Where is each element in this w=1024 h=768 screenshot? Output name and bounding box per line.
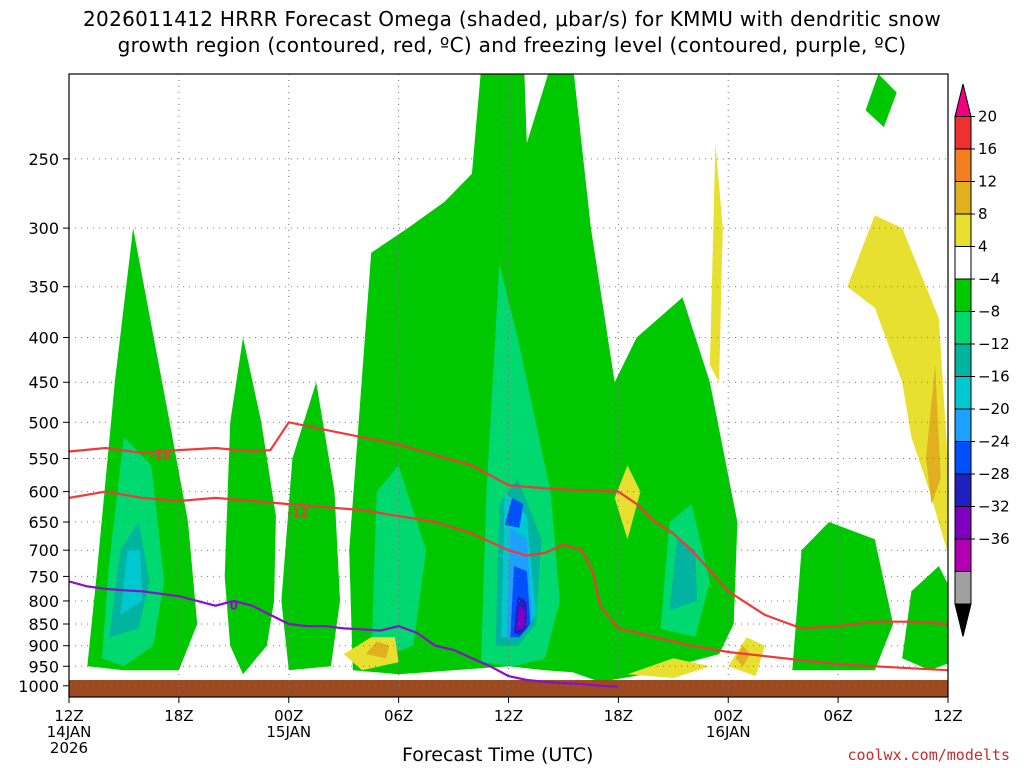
colorbar-label-0: 20	[978, 108, 997, 126]
colorbar-bin-13	[954, 506, 972, 540]
omega-region-2	[281, 382, 340, 671]
colorbar-bin-9	[954, 376, 972, 410]
x-tick-date-2: 15JAN	[266, 723, 311, 741]
x-tick-label-2: 00Z	[274, 707, 303, 725]
x-tick-label-4: 12Z	[494, 707, 523, 725]
colorbar-label-1: 16	[978, 140, 997, 158]
y-tick-label-1000: 1000	[18, 677, 59, 696]
title-line-2: growth region (contoured, red, ºC) and f…	[117, 33, 907, 57]
omega-region-19	[515, 605, 525, 631]
colorbar: 20 16 12 8 4 −4 −8 −12 −16 −20 −24 −28 −32 −36	[954, 83, 1010, 637]
omega-region-29	[926, 365, 941, 505]
colorbar-label-6: −8	[978, 303, 1000, 321]
x-tick-date-0: 14JAN	[47, 723, 92, 741]
omega-region-28	[735, 645, 751, 667]
colorbar-bin-11	[954, 441, 972, 475]
y-tick-label-400: 400	[28, 328, 59, 347]
colorbar-bin-1	[954, 116, 972, 150]
contour-label--12: -12	[287, 506, 309, 520]
x-tick-label-0: 12Z	[54, 707, 83, 725]
omega-region-14	[120, 550, 143, 615]
colorbar-label-8: −16	[978, 368, 1010, 386]
colorbar-bin-7	[954, 311, 972, 345]
x-tick-label-7: 06Z	[823, 707, 852, 725]
x-tick-year-0: 2026	[50, 739, 88, 757]
chart-title: 2026011412 HRRR Forecast Omega (shaded, …	[0, 6, 1024, 58]
omega-region-3	[349, 74, 738, 682]
y-tick-label-650: 650	[28, 513, 59, 532]
colorbar-bin-15	[954, 571, 972, 605]
colorbar-label-2: 12	[978, 173, 997, 191]
contour-lines: -18 -12 0	[69, 421, 948, 688]
x-axis-label: Forecast Time (UTC)	[402, 744, 594, 766]
grid-lines	[68, 74, 949, 697]
omega-region-1	[224, 337, 276, 675]
colorbar-label-3: 8	[978, 205, 988, 223]
y-tick-label-600: 600	[28, 483, 59, 502]
colorbar-bin-2	[954, 148, 972, 182]
contour-label-0: 0	[230, 599, 238, 613]
title-line-1: 2026011412 HRRR Forecast Omega (shaded, …	[83, 7, 941, 31]
colorbar-label-10: −24	[978, 433, 1010, 451]
contour-0	[69, 580, 619, 688]
colorbar-label-7: −12	[978, 335, 1010, 353]
y-tick-label-750: 750	[28, 567, 59, 586]
colorbar-bin-3	[954, 181, 972, 215]
x-tick-label-6: 00Z	[714, 707, 743, 725]
y-tick-label-300: 300	[28, 219, 59, 238]
y-tick-label-450: 450	[28, 373, 59, 392]
omega-region-4	[792, 522, 894, 671]
y-tick-label-700: 700	[28, 541, 59, 560]
ground-layer	[69, 680, 948, 697]
x-tick-date-6: 16JAN	[706, 723, 751, 741]
colorbar-bin-14	[954, 538, 972, 572]
contour-label--18: -18	[150, 448, 172, 462]
colorbar-bin-10	[954, 408, 972, 442]
contour--12	[69, 490, 948, 672]
omega-region-27	[365, 641, 390, 659]
y-tick-label-850: 850	[28, 615, 59, 634]
y-tick-label-250: 250	[28, 150, 59, 169]
credit-link[interactable]: coolwx.com/modelts	[847, 746, 1010, 764]
y-tick-label-950: 950	[28, 657, 59, 676]
colorbar-bin-12	[954, 473, 972, 507]
colorbar-bin-4	[954, 213, 972, 247]
colorbar-bin-8	[954, 343, 972, 377]
y-axis-ticks: 250 300 350 400 450 500 550 600 650 700 750 800 850 9…	[18, 150, 69, 696]
colorbar-label-11: −28	[978, 465, 1010, 483]
colorbar-label-5: −4	[978, 270, 1000, 288]
omega-region-6	[865, 74, 897, 128]
y-tick-label-500: 500	[28, 413, 59, 432]
colorbar-label-4: 4	[978, 238, 988, 256]
omega-region-13	[669, 539, 698, 611]
colorbar-label-12: −32	[978, 498, 1010, 516]
omega-region-25	[709, 143, 723, 383]
colorbar-label-13: −36	[978, 530, 1010, 548]
colorbar-label-9: −20	[978, 400, 1010, 418]
omega-region-22	[627, 658, 710, 679]
y-tick-label-550: 550	[28, 450, 59, 469]
omega-region-26	[847, 215, 948, 554]
omega-shading	[87, 74, 948, 682]
omega-region-20	[504, 497, 524, 528]
colorbar-bin-0	[954, 83, 972, 117]
omega-region-24	[614, 465, 641, 540]
x-tick-label-1: 18Z	[164, 707, 193, 725]
x-tick-label-8: 12Z	[933, 707, 962, 725]
y-tick-label-800: 800	[28, 592, 59, 611]
y-tick-label-350: 350	[28, 278, 59, 297]
colorbar-bin-6	[954, 278, 972, 312]
ground-fill	[69, 680, 948, 697]
colorbar-bin-16	[954, 603, 972, 637]
x-tick-label-5: 18Z	[604, 707, 633, 725]
omega-region-5	[902, 566, 948, 671]
colorbar-bin-5	[954, 246, 972, 280]
y-tick-label-900: 900	[28, 637, 59, 656]
contour--18	[69, 421, 948, 630]
x-tick-label-3: 06Z	[384, 707, 413, 725]
